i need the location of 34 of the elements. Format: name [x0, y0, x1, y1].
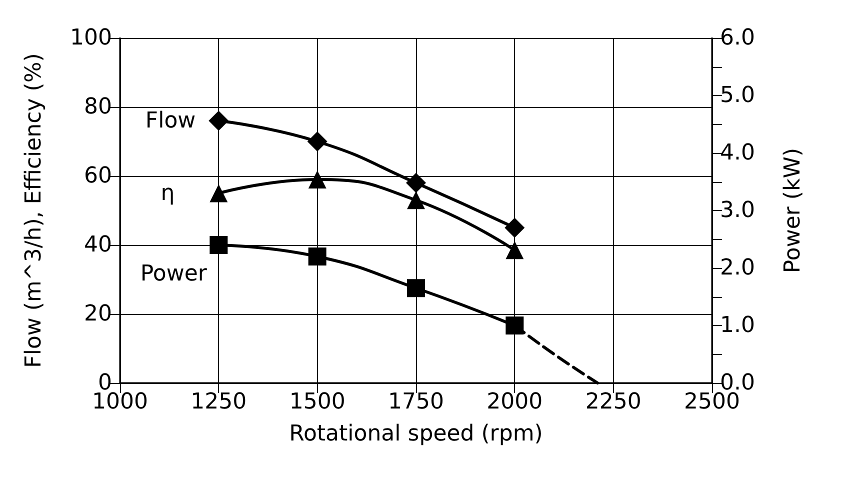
point — [307, 132, 328, 152]
x-axis-title: Rotational speed (rpm) — [289, 422, 543, 446]
y-tick-label: 100 — [70, 26, 112, 50]
x-tick-label: 1500 — [289, 390, 346, 414]
y2-tick-label: 4.0 — [720, 140, 755, 166]
y-tick-label: 40 — [84, 232, 112, 258]
x-tick-label: 1250 — [190, 390, 247, 414]
y-axis-title: Flow (m^3/h), Efficiency (%) — [22, 53, 46, 368]
point — [308, 248, 326, 266]
point — [406, 172, 426, 193]
y-tick-label: 60 — [84, 164, 112, 188]
point — [506, 316, 524, 334]
y-tick-label: 20 — [84, 302, 112, 326]
series-label: Flow — [145, 108, 196, 134]
x-tick-label: 1750 — [388, 390, 444, 414]
y2-tick-label: 2.0 — [720, 256, 755, 280]
x-tick-label: 2250 — [585, 390, 642, 414]
y-tick-label: 80 — [84, 94, 112, 120]
point — [308, 170, 326, 188]
point — [210, 236, 228, 254]
point — [407, 279, 425, 298]
series-label: η — [160, 180, 175, 206]
y2-tick-label: 6.0 — [720, 26, 755, 50]
point — [210, 184, 228, 202]
point — [407, 191, 425, 210]
point — [504, 218, 525, 238]
y2-axis-title: Power (kW) — [780, 148, 806, 274]
x-tick-label: 2000 — [486, 390, 543, 414]
y2-tick-label: 5.0 — [720, 83, 755, 108]
y2-tick-label: 1.0 — [720, 313, 755, 338]
y2-tick-label: 3.0 — [720, 198, 755, 223]
series-label: Power — [140, 262, 208, 286]
point — [208, 110, 229, 131]
point — [506, 241, 524, 260]
